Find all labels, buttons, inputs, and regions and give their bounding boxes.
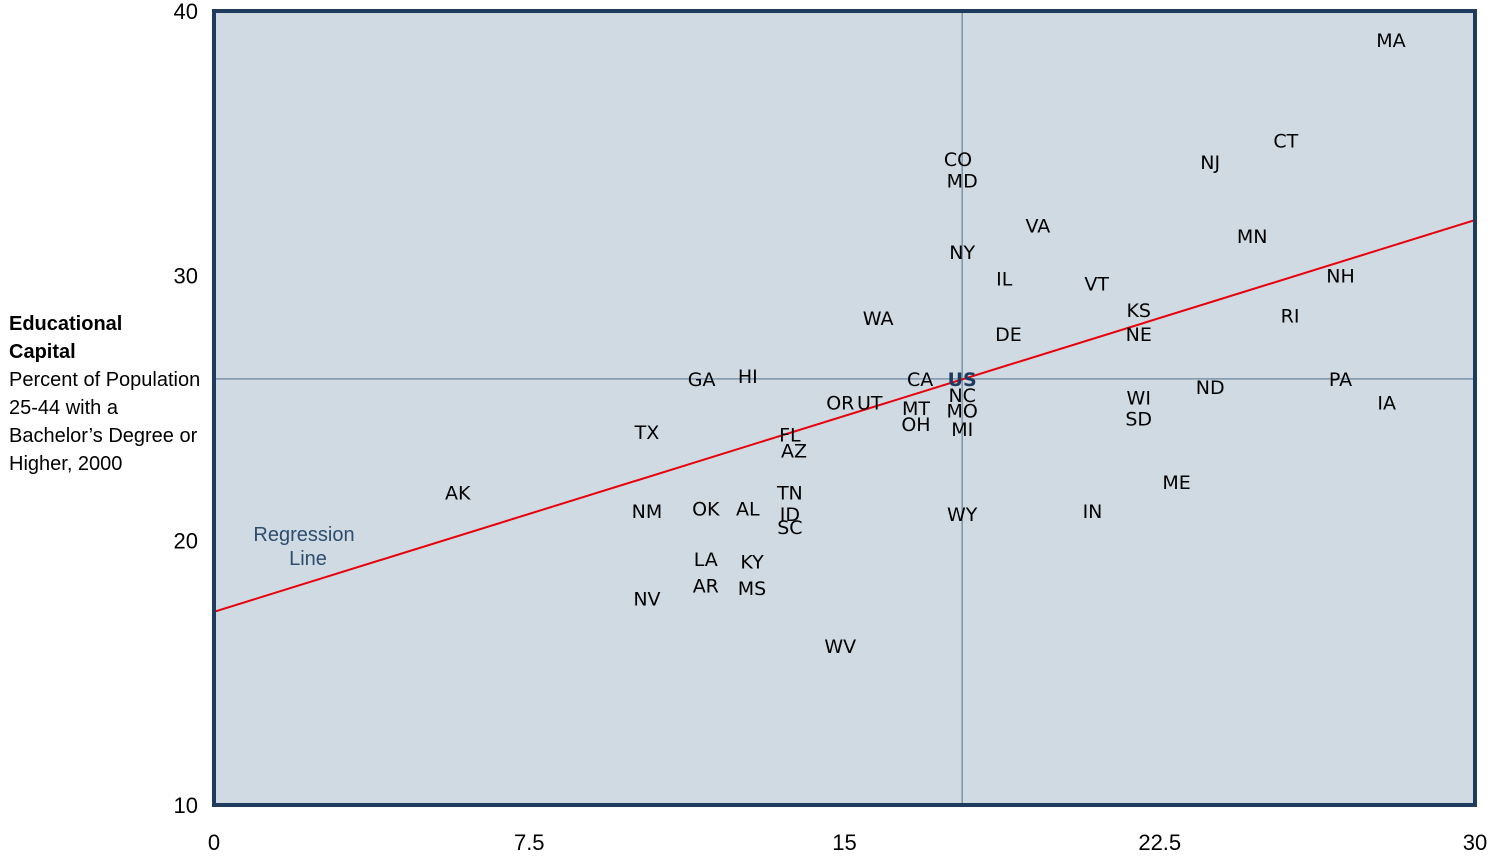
point-label-ky: KY [740,552,764,574]
plot-area [214,11,1475,805]
point-label-oh: OH [901,414,930,436]
x-tick-label: 22.5 [1138,830,1181,855]
y-axis-caption: Educational Capital Percent of Populatio… [9,310,209,478]
point-label-nj: NJ [1200,152,1220,174]
point-label-tx: TX [634,422,660,444]
y-tick-label: 30 [174,264,198,289]
point-label-sd: SD [1125,409,1152,431]
y-tick-label: 40 [174,0,198,24]
point-label-mt: MT [902,398,930,420]
point-label-vt: VT [1084,274,1109,296]
y-tick-label: 20 [174,528,198,553]
point-label-az: AZ [781,440,807,462]
point-label-de: DE [995,324,1022,346]
point-label-me: ME [1162,472,1190,494]
regression-line [213,219,1476,613]
point-label-al: AL [736,499,760,521]
point-label-us: US [948,369,977,391]
point-label-ms: MS [738,578,766,600]
point-label-ut: UT [857,393,883,415]
point-label-nv: NV [633,589,660,611]
reference-lines [214,11,1475,805]
point-label-ca: CA [907,369,933,391]
point-label-ia: IA [1377,393,1396,415]
point-label-il: IL [996,268,1013,290]
point-label-va: VA [1025,215,1050,237]
y-tick-label: 10 [174,793,198,818]
point-label-fl: FL [779,424,801,446]
point-label-ks: KS [1126,300,1151,322]
point-label-ar: AR [693,575,719,597]
point-label-wy: WY [947,504,978,526]
point-label-co: CO [944,149,972,171]
point-label-wa: WA [863,308,894,330]
x-tick-label: 0 [208,830,220,855]
point-label-ny: NY [949,242,975,264]
point-label-ma: MA [1376,30,1405,52]
point-label-in: IN [1083,501,1103,523]
point-label-mn: MN [1237,226,1268,248]
x-tick-label: 7.5 [514,830,545,855]
point-label-or: OR [826,393,854,415]
point-label-hi: HI [738,366,758,388]
x-axis-ticks: 0 7.5 15 22.5 30 [208,830,1487,855]
point-label-id: ID [780,504,800,526]
point-label-ok: OK [692,499,720,521]
point-label-ga: GA [688,369,716,391]
point-label-nc: NC [948,385,975,407]
point-label-nm: NM [632,501,663,523]
point-label-nh: NH [1326,266,1355,288]
point-label-tn: TN [776,483,803,505]
point-label-la: LA [694,549,718,571]
y-axis-subtitle: Percent of Population 25-44 with a Bache… [9,369,201,475]
point-label-ak: AK [445,483,471,505]
regression-line-label: Regression [253,524,354,546]
point-label-sc: SC [777,517,802,539]
point-label-nd: ND [1196,377,1225,399]
point-label-wv: WV [824,636,856,658]
regression-line-group [213,219,1476,613]
point-label-md: MD [947,170,978,192]
x-tick-label: 15 [832,830,856,855]
y-axis-title: Educational Capital [9,313,123,363]
point-label-wi: WI [1127,387,1151,409]
point-label-ct: CT [1273,131,1298,153]
y-axis-ticks: 10 20 30 40 [174,0,198,818]
point-label-ne: NE [1126,324,1152,346]
regression-line-label-line2: Line [289,548,327,570]
point-label-ri: RI [1281,305,1300,327]
point-label-pa: PA [1329,369,1352,391]
x-tick-label: 30 [1463,830,1487,855]
plot-frame [212,9,1477,807]
point-label-mo: MO [947,401,978,423]
point-label-mi: MI [951,419,973,441]
